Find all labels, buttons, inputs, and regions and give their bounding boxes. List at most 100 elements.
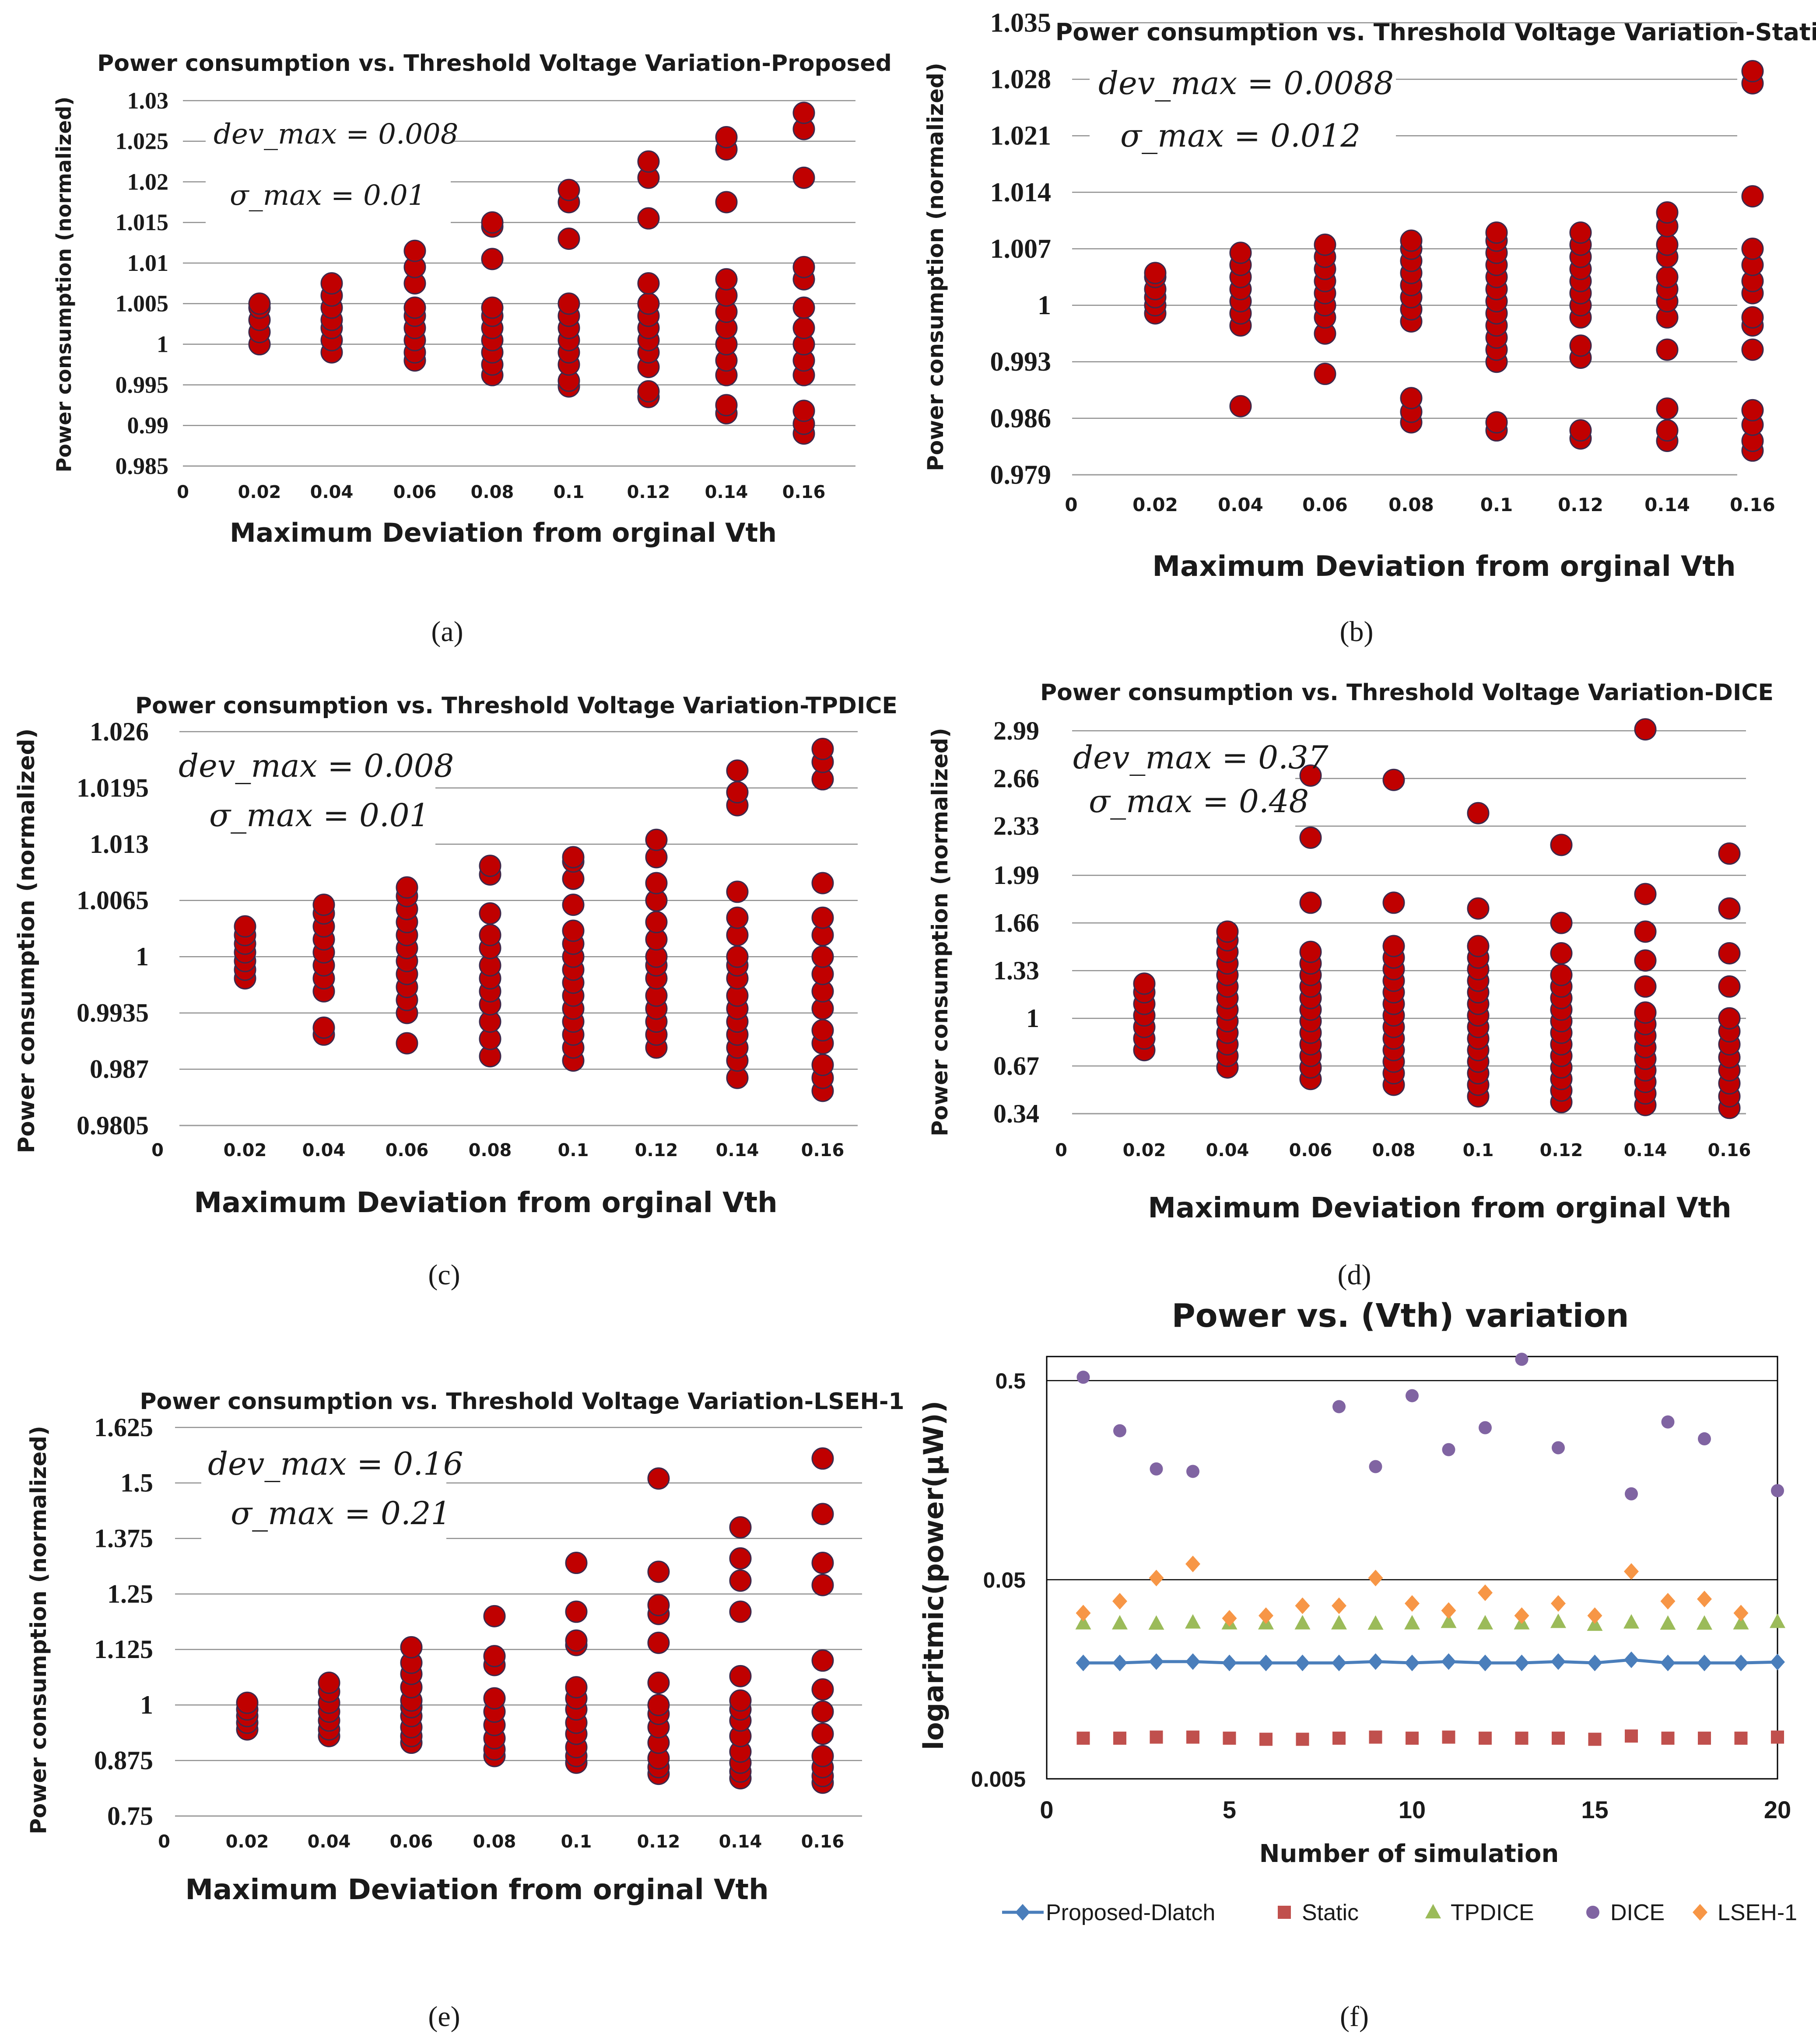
panel-d-data-point <box>1550 834 1573 856</box>
panel-d-data-point <box>1382 891 1405 914</box>
panel-d-data-point <box>1718 897 1741 920</box>
panel-e-xtick-label: 0.12 <box>637 1832 680 1852</box>
panel-d-ytick-label: 1.33 <box>993 956 1039 985</box>
panel-b-annot-dev: dev_max = 0.0088 <box>1098 65 1394 102</box>
panel-a-ytick-label: 1.005 <box>116 291 169 317</box>
panel-e-xtick-label: 0.06 <box>390 1832 433 1852</box>
panel-f-legend-label-dice: DICE <box>1610 1900 1665 1925</box>
panel-b-data-point <box>1569 334 1592 357</box>
panel-b-xlabel: Maximum Deviation from orginal Vth <box>1152 550 1735 583</box>
panel-a-xtick-label: 0 <box>177 482 189 502</box>
panel-a-data-point <box>715 191 738 214</box>
panel-a-data-point <box>557 227 580 250</box>
panel-c-data-point <box>562 894 585 916</box>
panel-a-data-point <box>792 400 815 422</box>
panel-b-ytick-label: 1.035 <box>990 8 1052 38</box>
panel-b-yticks: 0.979 0.986 0.993 1 1.007 1.014 1.021 1.028 1.03… <box>990 8 1052 490</box>
panel-f-point-lseh-1 <box>1624 1563 1639 1580</box>
panel-e-data-point <box>811 1745 834 1767</box>
panel-e-ytick-label: 1 <box>140 1690 153 1719</box>
panel-b-ytick-label: 1.014 <box>990 178 1052 207</box>
panel-e-xtick-label: 0 <box>158 1832 170 1852</box>
panel-e-data-point <box>565 1629 588 1652</box>
panel-f-point-proposed-dlatch <box>1368 1653 1383 1670</box>
panel-a-xtick-label: 0.08 <box>471 482 514 502</box>
panel-c-ytick-label: 0.9805 <box>77 1111 149 1140</box>
panel-c-xtick-label: 0.02 <box>224 1140 267 1160</box>
panel-a-xtick-label: 0.12 <box>627 482 670 502</box>
panel-b-data-point <box>1656 201 1679 224</box>
panel-f-point-tpdice <box>1185 1614 1201 1629</box>
panel-e-data-point <box>729 1516 752 1539</box>
panel-d-data-point <box>1634 1001 1657 1024</box>
panel-e-data-point <box>483 1687 506 1710</box>
panel-b-ytick-label: 1.021 <box>990 121 1052 151</box>
panel-f-grid <box>1047 1380 1777 1780</box>
panel-a-xlabel: Maximum Deviation from orginal Vth <box>230 518 777 548</box>
panel-b-data-point <box>1741 338 1764 361</box>
panel-f-legend-marker-tpdice <box>1425 1904 1441 1918</box>
panel-f-point-lseh-1 <box>1733 1605 1749 1622</box>
panel-c-data-point <box>811 738 834 761</box>
panel-e-yticks: 0.75 0.875 1 1.125 1.25 1.375 1.5 1.625 <box>94 1413 153 1830</box>
panel-d-ylabel: Power consumption (normalized) <box>927 728 953 1136</box>
panel-d-data-point <box>1550 912 1573 934</box>
panel-f-legend: Proposed-Dlatch Static TPDICE DICE LSEH-1 <box>1002 1900 1797 1925</box>
panel-a-data-point <box>792 256 815 278</box>
panel-d-data-point <box>1299 891 1322 914</box>
panel-e-data-point <box>647 1594 670 1616</box>
panel-d-ytick-label: 2.33 <box>993 812 1039 841</box>
panel-f-point-proposed-dlatch <box>1660 1655 1676 1672</box>
panel-d-annot-dev: dev_max = 0.37 <box>1073 739 1329 776</box>
panel-f-point-static <box>1552 1732 1565 1745</box>
panel-f-point-dice <box>1771 1484 1784 1497</box>
panel-f-point-tpdice <box>1294 1615 1311 1630</box>
panel-e-data-point <box>236 1691 259 1714</box>
panel-a-xtick-label: 0.16 <box>782 482 826 502</box>
panel-f-yticks: 0.005 0.05 0.5 <box>971 1369 1026 1792</box>
panel-f-point-lseh-1 <box>1478 1584 1493 1601</box>
panel-d-ytick-label: 1.66 <box>993 908 1039 937</box>
panel-a-data-point <box>403 239 426 262</box>
panel-e-data-point <box>400 1636 423 1658</box>
panel-e-ytick-label: 1.125 <box>94 1635 153 1664</box>
panel-f-point-dice <box>1076 1371 1090 1384</box>
panel-d-ytick-label: 1.99 <box>993 861 1039 890</box>
panel-f-xtick-label: 10 <box>1399 1796 1426 1823</box>
panel-b-data-point <box>1314 233 1336 256</box>
panel-f-xticks: 0 5 10 15 20 <box>1040 1796 1791 1823</box>
panel-f-point-dice <box>1332 1400 1346 1413</box>
panel-c-data-point <box>726 759 749 782</box>
panel-d-ytick-label: 0.34 <box>993 1099 1039 1128</box>
panel-e-data-point <box>811 1574 834 1596</box>
panel-c-annot-bg <box>173 744 435 849</box>
panel-b-data-point <box>1656 397 1679 420</box>
panel-f-ytick-label: 0.5 <box>995 1369 1026 1393</box>
panel-f-point-tpdice <box>1733 1615 1749 1630</box>
panel-f-point-dice <box>1150 1462 1163 1476</box>
panel-b-ytick-label: 0.979 <box>990 460 1052 490</box>
panel-e-ytick-label: 1.375 <box>94 1524 153 1553</box>
panel-f-point-proposed-dlatch <box>1514 1655 1529 1672</box>
panel-e-data-point <box>565 1600 588 1623</box>
panel-f-point-static <box>1661 1732 1675 1745</box>
panel-d-annot-sigma: σ_max = 0.48 <box>1089 783 1309 820</box>
panel-f-point-dice <box>1406 1389 1419 1402</box>
panel-b: Power consumption vs. Threshold Voltage … <box>923 8 1816 648</box>
panel-f-point-lseh-1 <box>1149 1570 1164 1587</box>
panel-f-point-proposed-dlatch <box>1587 1655 1602 1672</box>
panel-c-xtick-label: 0 <box>151 1140 164 1160</box>
panel-c-data-point <box>645 828 668 851</box>
panel-f-point-tpdice <box>1660 1615 1676 1630</box>
panel-f-point-static <box>1296 1732 1309 1746</box>
panel-f-point-proposed-dlatch <box>1112 1655 1127 1672</box>
panel-d-data-point <box>1550 942 1573 964</box>
panel-e-data-point <box>811 1552 834 1574</box>
panel-d-data-point <box>1299 826 1322 849</box>
panel-f-point-static <box>1442 1730 1455 1744</box>
panel-e-ytick-label: 0.75 <box>107 1802 153 1830</box>
panel-f-caption: (f) <box>1340 2001 1369 2033</box>
panel-d-data-point <box>1467 802 1490 824</box>
panel-c-data-point <box>312 1016 335 1039</box>
